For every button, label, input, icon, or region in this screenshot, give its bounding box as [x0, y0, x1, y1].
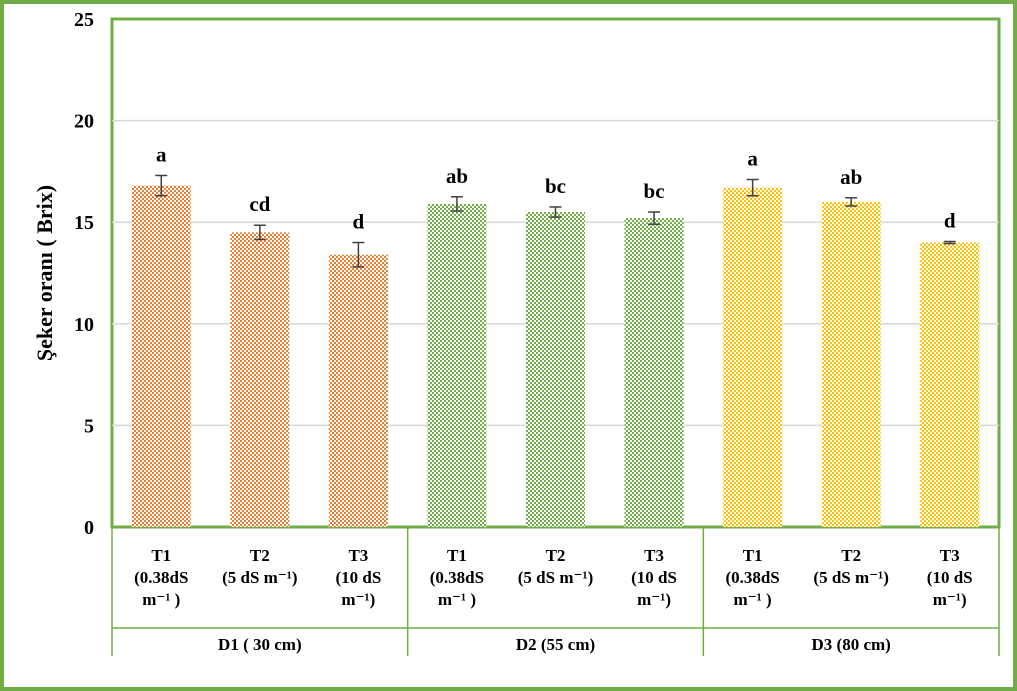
x-category-label: (10 dS	[631, 568, 677, 587]
x-group-label: D3 (80 cm)	[812, 635, 891, 654]
x-category-label: T3	[348, 546, 368, 565]
x-category-label: m⁻¹ )	[734, 590, 772, 609]
bar	[328, 254, 388, 527]
error-bars	[155, 174, 956, 268]
error-bar	[450, 196, 463, 212]
error-bar	[845, 197, 858, 207]
y-tick-label: 0	[84, 517, 94, 539]
bar	[821, 201, 881, 527]
significance-letter: bc	[545, 174, 566, 198]
y-axis-ticks: 0 5 10 15 20 25	[74, 9, 94, 539]
error-bar	[352, 241, 365, 268]
bar	[723, 187, 783, 527]
x-category-label: m⁻¹ )	[142, 590, 180, 609]
error-bar	[253, 224, 266, 241]
x-category-label: T2	[841, 546, 861, 565]
significance-letter: d	[944, 209, 956, 233]
x-category-label: T2	[546, 546, 566, 565]
x-group-label: D2 (55 cm)	[516, 635, 595, 654]
y-tick-label: 10	[74, 314, 94, 336]
significance-letter: bc	[644, 179, 665, 203]
x-category-label: m⁻¹)	[933, 590, 967, 609]
x-category-label: (0.38dS	[430, 568, 484, 587]
x-category-label: (0.38dS	[725, 568, 779, 587]
significance-letter: a	[747, 147, 758, 171]
significance-letter: a	[156, 142, 167, 166]
x-category-label: T3	[644, 546, 664, 565]
bars	[131, 185, 980, 528]
bar	[427, 203, 487, 528]
x-category-label: (0.38dS	[134, 568, 188, 587]
bar	[920, 242, 980, 527]
x-category-label: T1	[447, 546, 467, 565]
x-category-label: T1	[151, 546, 171, 565]
error-bar	[648, 211, 661, 225]
error-bar	[155, 174, 168, 197]
significance-letters: a cd d ab bc bc a ab d	[156, 142, 956, 233]
significance-letter: d	[353, 210, 365, 234]
x-category-label: m⁻¹)	[637, 590, 671, 609]
error-bar	[746, 178, 759, 197]
x-category-label: m⁻¹ )	[438, 590, 476, 609]
x-axis: T1 (0.38dS m⁻¹ ) T2 (5 dS m⁻¹) T3 (10 dS m⁻¹) T1…	[111, 527, 1000, 656]
y-axis-label: Şeker oranı ( Brix)	[32, 185, 57, 361]
x-category-label: (5 dS m⁻¹)	[222, 568, 297, 587]
x-category-label: (10 dS	[927, 568, 973, 587]
error-bar	[549, 206, 562, 218]
y-tick-label: 20	[74, 111, 94, 133]
x-category-label: (10 dS	[335, 568, 381, 587]
x-category-label: T1	[743, 546, 763, 565]
x-category-label: T2	[250, 546, 270, 565]
x-category-label: (5 dS m⁻¹)	[518, 568, 593, 587]
significance-letter: ab	[446, 164, 468, 188]
bar	[624, 218, 684, 528]
y-tick-label: 25	[74, 9, 94, 31]
x-category-label: m⁻¹)	[341, 590, 375, 609]
y-tick-label: 15	[74, 212, 94, 234]
bar	[230, 232, 290, 528]
x-category-label: (5 dS m⁻¹)	[813, 568, 888, 587]
bar	[131, 185, 191, 527]
error-bar	[943, 240, 956, 245]
x-category-label: T3	[940, 546, 960, 565]
significance-letter: ab	[840, 165, 862, 189]
x-group-label: D1 ( 30 cm)	[218, 635, 302, 654]
y-tick-label: 5	[84, 415, 94, 437]
significance-letter: cd	[249, 192, 270, 216]
bar	[526, 212, 585, 528]
